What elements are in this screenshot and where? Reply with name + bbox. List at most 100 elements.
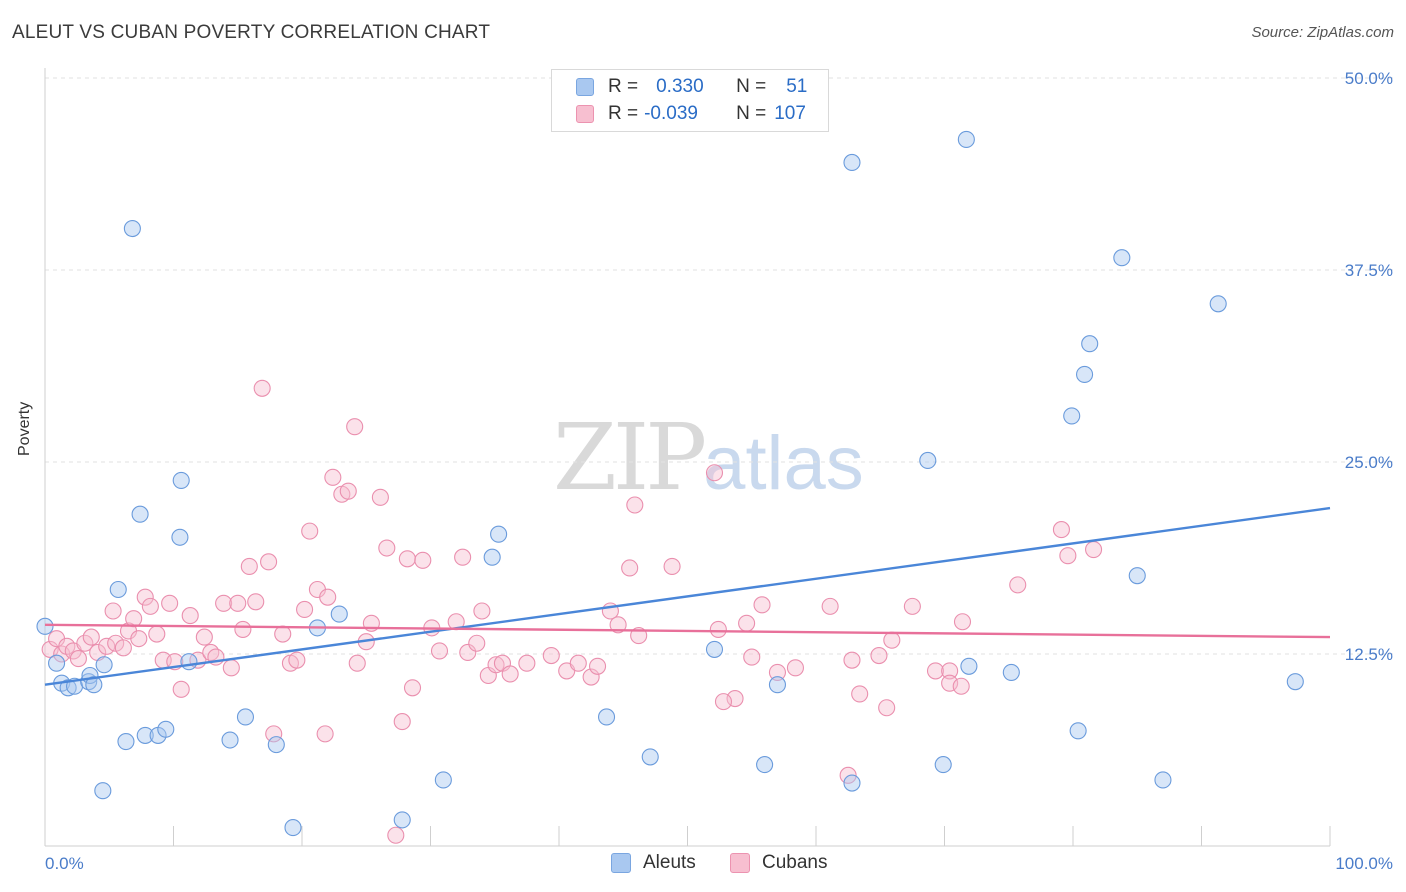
cuban-point [98, 637, 116, 655]
aleut-point [434, 771, 452, 789]
cuban-point [371, 488, 389, 506]
aleut-point [221, 731, 239, 749]
legend-item-cubans: Cubans [730, 852, 828, 874]
r-value: 0.330 [656, 76, 704, 97]
aleut-point [960, 657, 978, 675]
cuban-point [1059, 547, 1077, 565]
cuban-point [588, 657, 607, 675]
aleut-point [705, 640, 724, 658]
cuban-point [878, 699, 896, 717]
cuban-point [301, 522, 319, 540]
cuban-point [346, 418, 364, 436]
legend-row-cubans: R = -0.039 N = 107 [576, 103, 806, 125]
aleut-point [171, 528, 189, 546]
cuban-point [229, 594, 247, 612]
cuban-point [76, 634, 94, 652]
x-tick-label: 0.0% [45, 854, 84, 873]
watermark-atlas: atlas [703, 421, 864, 506]
aleut-point [756, 756, 774, 774]
cuban-point [387, 826, 405, 844]
cuban-point [348, 654, 366, 672]
aleut-point [267, 736, 285, 754]
cuban-point [265, 725, 283, 743]
cuban-point [222, 659, 240, 677]
cuban-point [240, 557, 258, 575]
trend-lines [44, 506, 1331, 686]
tick-labels: 12.5% 25.0% 37.5% 50.0% 0.0% 100.0% [45, 69, 1393, 873]
cuban-point [518, 654, 536, 672]
aleut-point [95, 656, 113, 674]
cuban-point [709, 620, 727, 638]
cubans-points [41, 379, 1103, 844]
aleut-point [48, 654, 66, 672]
aleut-point [1128, 567, 1146, 585]
y-tick-label: 25.0% [1345, 453, 1393, 472]
cuban-point [487, 656, 505, 674]
bottom-legend: Aleuts Cubans [0, 852, 1406, 878]
aleut-point [180, 653, 198, 671]
cuban-point [69, 650, 87, 668]
cuban-point [542, 646, 560, 665]
r-value: -0.039 [644, 103, 698, 124]
aleut-point [1081, 335, 1099, 353]
chart-title: ALEUT VS CUBAN POVERTY CORRELATION CHART [12, 22, 491, 43]
cuban-point [403, 679, 422, 697]
cuban-point [714, 693, 733, 711]
aleut-point [919, 451, 937, 470]
aleut-point [1069, 722, 1087, 740]
n-value: 51 [786, 76, 808, 97]
cuban-point [378, 539, 396, 557]
cuban-point [738, 614, 756, 632]
aleut-point [641, 748, 659, 766]
aleut-point [36, 617, 54, 635]
aleuts-swatch [576, 78, 594, 96]
cuban-point [843, 651, 861, 669]
cuban-point [626, 496, 644, 514]
cuban-point [582, 668, 600, 686]
aleut-point [934, 756, 952, 774]
cuban-point [125, 610, 143, 628]
cuban-point [821, 597, 839, 615]
cuban-point [181, 607, 199, 625]
aleuts-trend-line [44, 506, 1331, 686]
aleut-point [490, 525, 508, 543]
aleut-point [843, 153, 861, 172]
cuban-point [393, 713, 411, 731]
cuban-point [172, 680, 190, 698]
watermark-zip: ZIP [553, 404, 707, 511]
cuban-point [454, 548, 472, 566]
cubans-trend-line [44, 623, 1331, 639]
cuban-point [148, 625, 166, 643]
cuban-point [296, 600, 314, 619]
cuban-point [941, 662, 959, 680]
aleut-point [117, 733, 135, 751]
cuban-point [621, 559, 639, 577]
aleut-point [236, 708, 255, 726]
cuban-point [114, 639, 132, 657]
legend: R = 0.330 N = 51 R = -0.039 N = 107 [551, 69, 829, 132]
aleut-point [157, 720, 175, 738]
cuban-point [753, 596, 771, 614]
cuban-point [398, 550, 416, 568]
aleut-point [597, 708, 616, 726]
cuban-point [130, 630, 148, 648]
watermark: ZIPatlas [553, 404, 864, 511]
r-label: R = [608, 76, 639, 97]
aleut-point [957, 130, 975, 148]
cuban-point [952, 677, 970, 695]
aleut-point [284, 819, 302, 837]
cuban-point [926, 662, 945, 680]
cuban-point [414, 551, 432, 569]
aleut-point [1063, 407, 1081, 425]
cuban-point [851, 685, 869, 703]
aleut-point [59, 679, 77, 697]
aleuts-swatch [611, 853, 631, 873]
aleut-point [85, 676, 103, 694]
aleut-point [131, 505, 149, 523]
cuban-point [430, 642, 449, 660]
cubans-swatch [576, 105, 594, 123]
aleut-point [109, 580, 127, 599]
aleut-point [483, 548, 501, 566]
cuban-point [743, 648, 761, 666]
